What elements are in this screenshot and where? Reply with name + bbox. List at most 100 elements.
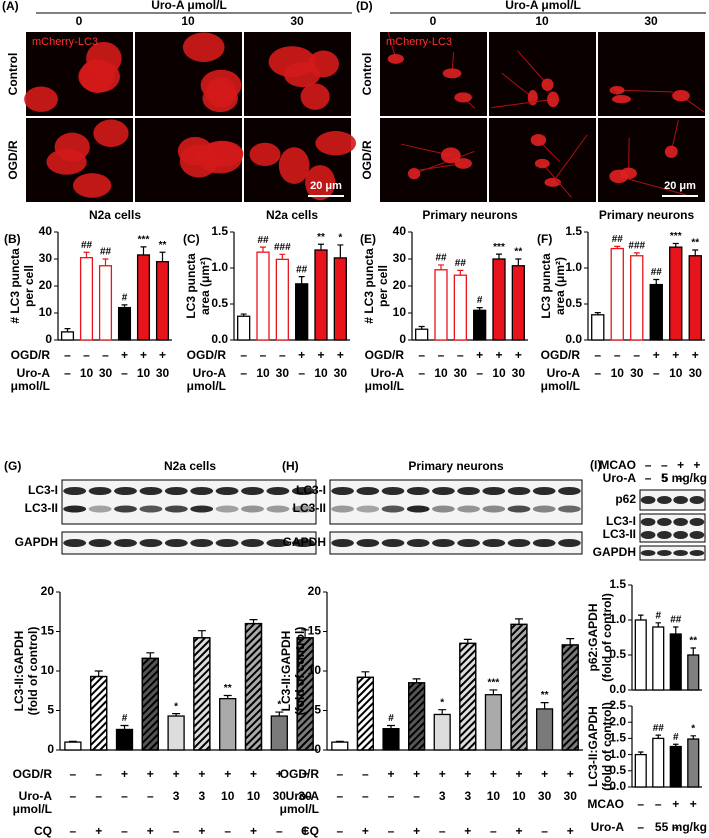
condition-value: – [83,348,90,362]
blot-frame [639,489,706,511]
blot-band [406,487,430,495]
condition-value: – [457,348,464,362]
condition-value: + [337,348,344,362]
cell [177,136,213,166]
condition-name: μmol/L [187,379,226,393]
error-bar [690,647,696,655]
blot-band [88,505,112,513]
panel-label: (H) [282,459,299,473]
micrograph [380,32,487,116]
bar [382,728,400,751]
condition-value: – [637,820,644,834]
blot-band [190,487,214,495]
y-axis-label: LC3-II:GAPDH [279,631,293,712]
scale-label: 20 μm [310,180,342,192]
condition-value: + [302,824,309,838]
y-axis-label: (fold of control) [600,593,614,682]
bar [295,283,309,341]
y-tick-label: 1.5 [565,224,582,238]
error-bar [301,629,310,638]
error-bar [94,670,103,677]
cell [46,149,87,175]
condition-value: + [690,797,697,811]
error-bar [673,626,679,634]
band-label: GAPDH [283,535,326,549]
condition-name: Uro-A [17,366,51,380]
condition-value: – [260,348,267,362]
significance: ## [651,267,663,278]
blot-band [266,539,290,547]
condition-value: + [439,767,446,781]
error-bar [146,652,155,659]
condition-value: – [653,366,660,380]
error-bar [275,711,284,717]
condition-value: – [594,366,601,380]
condition-value: – [388,824,395,838]
condition-value: + [413,824,420,838]
condition-value: – [70,789,77,803]
significance: ## [81,240,93,251]
error-bar [594,312,601,315]
error-bar [121,304,128,308]
bar [256,251,270,341]
condition-value: – [279,348,286,362]
bar [333,257,347,341]
y-tick-label: 20 [39,278,53,292]
condition-value: – [439,824,446,838]
neurite [501,72,534,99]
bar-hatch [459,642,477,751]
y-tick-label: 1.5 [211,224,228,238]
blot-band [482,539,506,547]
condition-value: + [515,348,522,362]
error-bar [540,702,549,709]
condition-value: + [677,458,684,472]
significance: *** [670,231,682,242]
band-label: GAPDH [15,535,58,549]
condition-name: Uro-A [591,820,625,834]
blot-band [657,531,672,539]
condition-value: – [418,366,425,380]
condition-value: 5 [655,820,662,834]
blot-band [356,487,380,495]
condition-value: – [173,824,180,838]
y-tick-label: 0.0 [609,779,626,793]
condition-value: + [147,824,154,838]
bar [314,249,328,341]
significance: # [673,732,679,743]
blot-band [673,496,688,504]
y-axis-label: p62:GAPDH [586,603,600,671]
bar [634,753,647,788]
bar [536,708,554,751]
blot-band [266,487,290,495]
significance: ## [670,615,682,626]
condition-value: – [224,824,231,838]
y-tick-label: 30 [393,251,407,265]
bar [492,258,506,341]
condition-value: + [464,824,471,838]
error-bar [120,724,129,730]
condition-value: 10 [314,366,328,380]
bar [64,741,82,751]
blot-band [657,518,672,526]
blot-band [291,487,315,495]
y-tick-label: 5 [47,703,54,717]
condition-value: – [121,824,128,838]
condition-value: – [413,789,420,803]
blot-band [657,496,672,504]
blot-band [640,550,656,556]
bar [117,306,132,341]
error-bar [64,328,71,332]
significance: ** [224,683,232,694]
blot-band [88,539,112,547]
band-label: LC3-II [25,501,58,515]
condition-name: MCAO [599,458,636,472]
neurite [413,150,475,175]
condition-value: + [567,767,574,781]
condition-value: 10 [669,366,683,380]
y-tick-label: 1.0 [565,260,582,274]
blot-band [63,539,87,547]
cell [182,32,225,62]
condition-value: 30 [156,366,170,380]
y-tick-label: 0.5 [609,647,626,661]
row-label: OGD/R [6,140,20,180]
